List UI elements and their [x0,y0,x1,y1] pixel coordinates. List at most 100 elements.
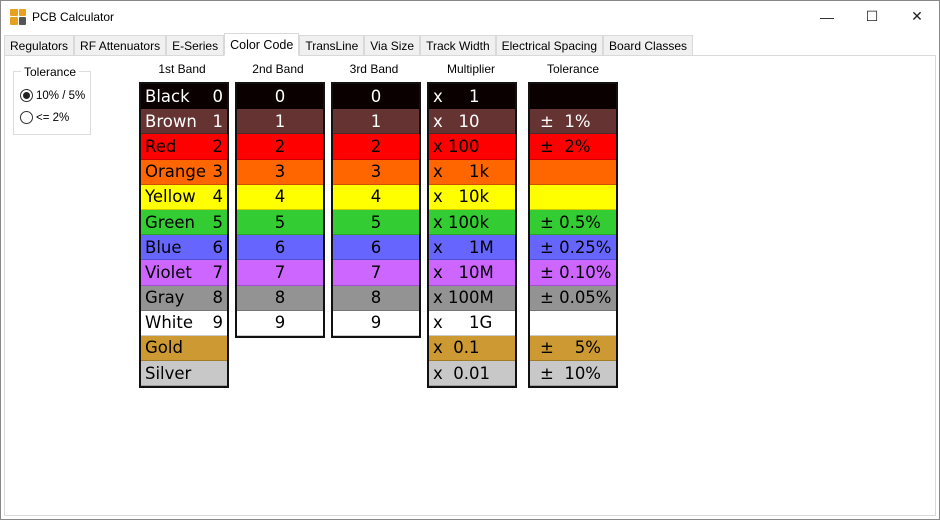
radio-unselected-icon[interactable] [20,111,33,124]
band1-column: Black 0 Brown 1 Red 2 Orange 3 Yellow 4 Green 5 Blue… [139,82,229,389]
multiplier-value: x 10M [433,262,494,282]
tab-electrical-spacing[interactable]: Electrical Spacing [495,35,604,56]
tolerance-value: ± 5% [540,338,601,358]
tab-regulators[interactable]: Regulators [4,35,75,56]
tolerance-cell-blue: ± 0.25% [530,235,616,261]
digit: 8 [212,288,224,308]
radio-label: 10% / 5% [36,89,86,102]
color-name: White [145,313,193,333]
band1-cell-blue: Blue 6 [141,235,227,261]
digit: 1 [274,111,286,131]
band2-header: 2nd Band [252,62,304,76]
digit: 5 [370,212,382,232]
digit: 1 [370,111,382,131]
multiplier-cell-blue: x 1M [429,235,515,261]
color-name: Green [145,212,195,232]
multiplier-value: x 1 [433,86,480,106]
tab-track-width[interactable]: Track Width [420,35,496,56]
band3-cell-brown: 1 [333,109,419,135]
tab-bar: Regulators RF Attenuators E-Series Color Co… [4,33,694,56]
digit: 0 [212,86,224,106]
multiplier-value: x 1k [433,162,490,182]
radio-selected-icon[interactable] [20,89,33,102]
tolerance-cell-brown: ± 1% [530,109,616,135]
band1-cell-gray: Gray 8 [141,285,227,311]
tolerance-value: ± 0.5% [540,212,601,232]
tolerance-cell-yellow [530,184,616,210]
tolerance-cell-gray: ± 0.05% [530,285,616,311]
multiplier-cell-green: x 100k [429,209,515,236]
tab-rf-attenuators[interactable]: RF Attenuators [74,35,167,56]
band1-cell-green: Green 5 [141,209,227,236]
band2-cell-blue: 6 [237,235,323,261]
band2-cell-white: 9 [237,310,323,336]
color-name: Silver [145,363,192,383]
band2-cell-gray: 8 [237,285,323,311]
multiplier-value: x 1G [433,313,493,333]
multiplier-column: x 1 x 10 x 100 x 1k x 10k x 100k x 1M x 10M x 10… [427,82,517,389]
color-name: Blue [145,237,182,257]
tolerance-cell-gold: ± 5% [530,335,616,362]
digit: 5 [212,212,224,232]
tolerance-cell-black [530,84,616,110]
digit: 9 [274,313,286,333]
digit: 4 [212,187,224,207]
band3-cell-green: 5 [333,209,419,236]
tolerance-cell-green: ± 0.5% [530,209,616,236]
digit: 0 [370,86,382,106]
digit: 7 [370,262,382,282]
multiplier-value: x 100M [433,288,494,308]
digit: 0 [274,86,286,106]
multiplier-header: Multiplier [446,62,495,76]
maximize-button[interactable]: ☐ [865,8,879,24]
tolerance-cell-orange [530,159,616,185]
tab-via-size[interactable]: Via Size [364,35,421,56]
band2-cell-red: 2 [237,134,323,160]
color-name: Brown [145,111,197,131]
multiplier-cell-gray: x 100M [429,285,515,311]
tab-transline[interactable]: TransLine [299,35,365,56]
band1-header: 1st Band [158,62,206,76]
digit: 7 [274,262,286,282]
radio-2-percent[interactable]: <= 2% [20,111,69,124]
band1-cell-orange: Orange 3 [141,159,227,185]
tolerance-value: ± 0.05% [540,288,612,308]
app-icon [10,8,26,25]
band3-cell-blue: 6 [333,235,419,261]
band2-cell-brown: 1 [237,109,323,135]
digit: 5 [274,212,286,232]
color-name: Violet [145,262,192,282]
minimize-button[interactable]: — [820,8,834,25]
color-name: Black [145,86,190,106]
tolerance-value: ± 2% [540,136,591,156]
band1-cell-white: White 9 [141,310,227,336]
close-button[interactable]: ✕ [911,8,923,24]
band1-cell-yellow: Yellow 4 [141,184,227,210]
band3-cell-black: 0 [333,84,419,110]
tab-e-series[interactable]: E-Series [166,35,225,56]
tab-board-classes[interactable]: Board Classes [603,35,694,56]
multiplier-value: x 0.01 [433,363,490,383]
digit: 3 [212,162,224,182]
tolerance-value: ± 1% [540,111,591,131]
tolerance-value: ± 0.10% [540,262,612,282]
radio-label: <= 2% [36,111,70,124]
tab-color-code[interactable]: Color Code [224,33,300,56]
radio-10-5-percent[interactable]: 10% / 5% [20,89,85,102]
band1-cell-gold: Gold [141,335,227,362]
tolerance-group: Tolerance 10% / 5% <= 2% [13,65,91,135]
digit: 3 [370,162,382,182]
band2-cell-orange: 3 [237,159,323,185]
multiplier-value: x 10k [433,187,490,207]
band1-cell-brown: Brown 1 [141,109,227,135]
digit: 3 [274,162,286,182]
multiplier-value: x 0.1 [433,338,480,358]
band2-cell-green: 5 [237,209,323,236]
color-name: Orange [145,162,206,182]
tolerance-cell-silver: ± 10% [530,361,616,387]
band1-cell-red: Red 2 [141,134,227,160]
band3-cell-gray: 8 [333,285,419,311]
digit: 8 [370,288,382,308]
digit: 6 [274,237,286,257]
band3-cell-red: 2 [333,134,419,160]
